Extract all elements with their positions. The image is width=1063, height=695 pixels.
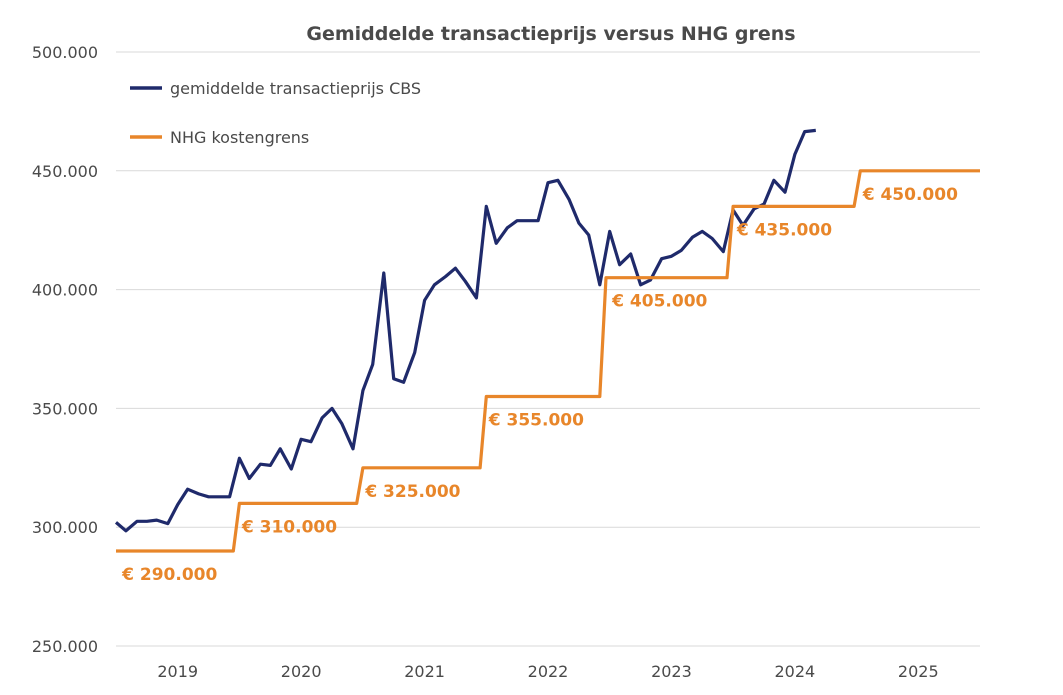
x-tick-label: 2025: [898, 662, 939, 681]
grid-layer: [116, 51, 980, 647]
y-tick-label: 400.000: [32, 281, 98, 300]
legend: gemiddelde transactieprijs CBS NHG koste…: [130, 79, 421, 147]
y-tick-label: 450.000: [32, 162, 98, 181]
chart-title: Gemiddelde transactieprijs versus NHG gr…: [306, 23, 795, 45]
y-tick-label: 300.000: [32, 518, 98, 537]
nhg-value-label: € 435.000: [736, 220, 832, 240]
x-tick-label: 2020: [281, 662, 322, 681]
y-tick-label: 500.000: [32, 43, 98, 62]
nhg-value-label: € 405.000: [611, 292, 707, 312]
x-tick-label: 2024: [774, 662, 815, 681]
series-line-nhg: [116, 169, 980, 553]
x-tick-label: 2022: [528, 662, 569, 681]
series-layer: [114, 128, 980, 553]
nhg-value-label: € 355.000: [488, 411, 584, 431]
x-tick-label: 2019: [157, 662, 198, 681]
x-tick-label: 2021: [404, 662, 445, 681]
legend-label-nhg: NHG kostengrens: [170, 128, 309, 147]
y-tick-label: 250.000: [32, 637, 98, 656]
nhg-value-label: € 290.000: [121, 565, 217, 585]
nhg-value-label: € 450.000: [862, 185, 958, 205]
nhg-value-label: € 310.000: [241, 517, 337, 537]
nhg-value-label: € 325.000: [364, 482, 460, 502]
legend-label-cbs: gemiddelde transactieprijs CBS: [170, 79, 421, 98]
y-tick-label: 350.000: [32, 399, 98, 418]
axis-layer: 500.000 450.000 400.000 350.000 300.000 250.0…: [32, 43, 939, 681]
x-tick-label: 2023: [651, 662, 692, 681]
annotation-layer: € 290.000 € 310.000 € 325.000 € 355.000 € 40…: [121, 185, 958, 585]
series-line-cbs: [114, 128, 816, 533]
